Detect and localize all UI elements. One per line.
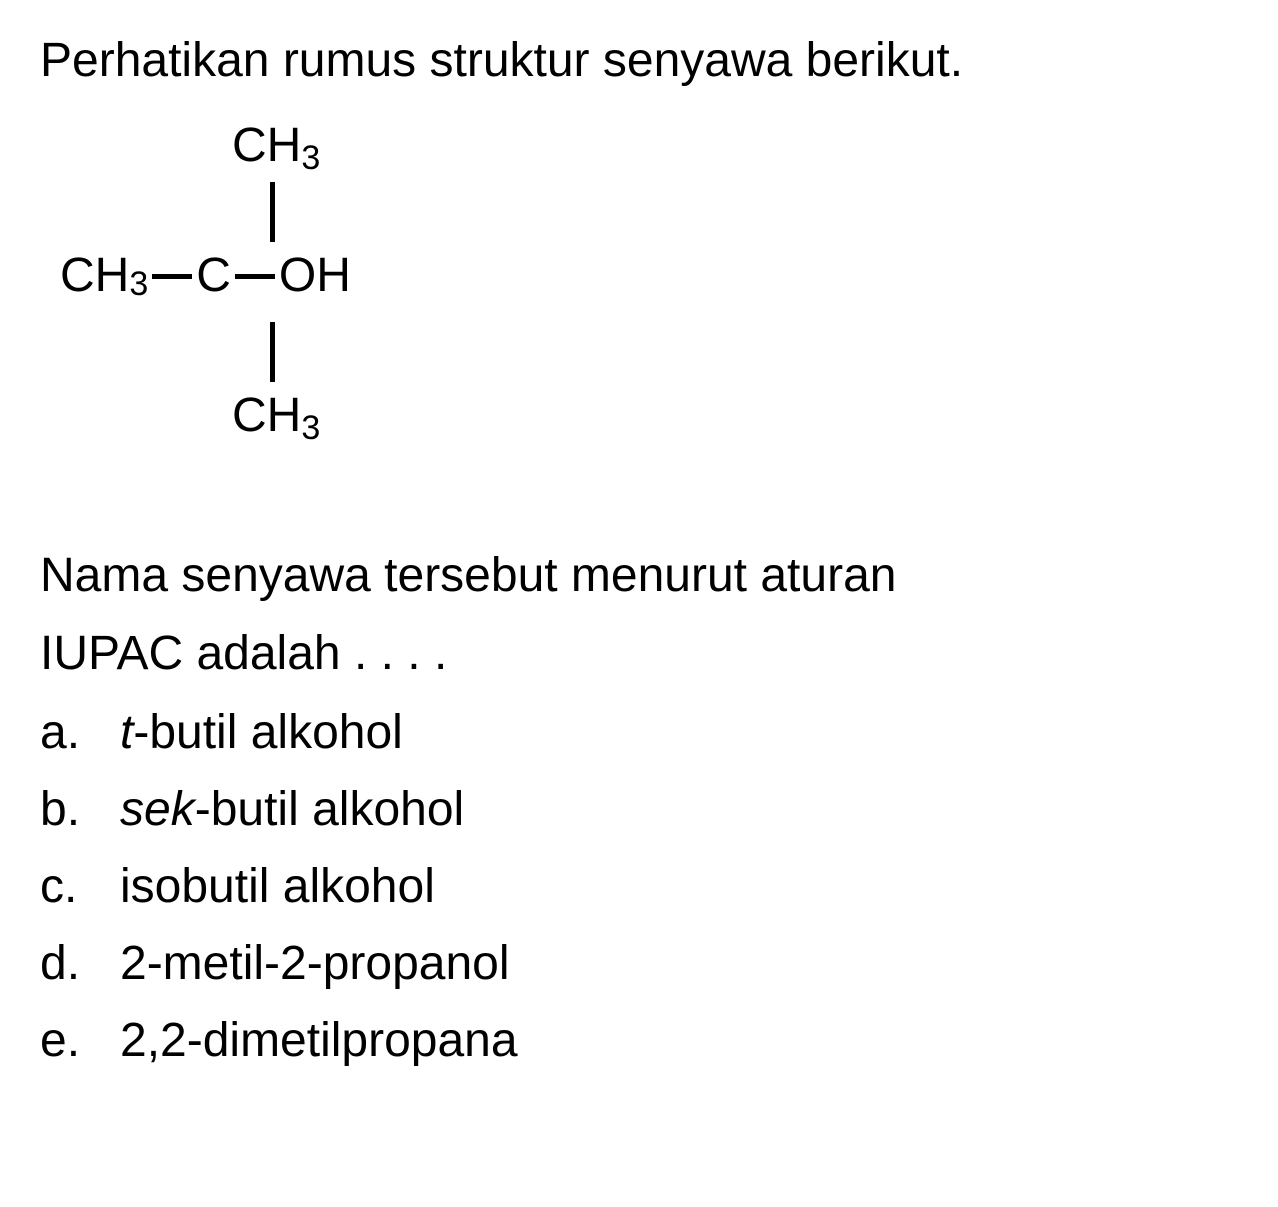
structure-top-ch: CH: [232, 122, 301, 170]
option-e: e. 2,2-dimetilpropana: [40, 1005, 1238, 1077]
bond-horizontal-right: [235, 274, 275, 279]
structure-right-oh: OH: [279, 252, 351, 300]
option-b-rest: -butil alkohol: [195, 783, 464, 836]
option-a-letter: a.: [40, 697, 120, 769]
structure-top-sub: 3: [301, 141, 320, 175]
option-a: a. t-butil alkohol: [40, 697, 1238, 769]
option-a-text: t-butil alkohol: [120, 697, 1238, 769]
structure-center-c: C: [196, 252, 231, 300]
structure-middle-row: CH3 C OH: [60, 252, 351, 300]
option-a-italic: t: [120, 706, 133, 759]
question-continue-line2: IUPAC adalah . . . .: [40, 620, 1238, 687]
structure-bottom-ch: CH: [232, 392, 301, 440]
options-container: a. t-butil alkohol b. sek-butil alkohol …: [40, 697, 1238, 1077]
option-d: d. 2-metil-2-propanol: [40, 928, 1238, 1000]
option-e-letter: e.: [40, 1005, 120, 1077]
chemical-structure: CH3 CH3 C OH CH3: [60, 122, 1238, 502]
option-a-rest: -butil alkohol: [133, 706, 402, 759]
option-c-text: isobutil alkohol: [120, 851, 1238, 923]
structure-bottom-sub: 3: [301, 411, 320, 445]
option-c-letter: c.: [40, 851, 120, 923]
option-b-letter: b.: [40, 774, 120, 846]
question-continue-line1: Nama senyawa tersebut menurut aturan: [40, 542, 1238, 609]
option-b-italic: sek: [120, 783, 195, 836]
structure-left-ch: CH: [60, 252, 129, 300]
structure-top-ch3: CH3: [232, 122, 320, 170]
bond-vertical-bottom: [270, 322, 275, 382]
option-d-text: 2-metil-2-propanol: [120, 928, 1238, 1000]
option-c: c. isobutil alkohol: [40, 851, 1238, 923]
option-e-text: 2,2-dimetilpropana: [120, 1005, 1238, 1077]
question-intro: Perhatikan rumus struktur senyawa beriku…: [40, 30, 1238, 92]
bond-horizontal-left: [152, 274, 192, 279]
option-b: b. sek-butil alkohol: [40, 774, 1238, 846]
structure-left-sub: 3: [129, 267, 148, 301]
structure-bottom-ch3: CH3: [232, 392, 320, 440]
option-b-text: sek-butil alkohol: [120, 774, 1238, 846]
bond-vertical-top: [270, 182, 275, 242]
option-d-letter: d.: [40, 928, 120, 1000]
